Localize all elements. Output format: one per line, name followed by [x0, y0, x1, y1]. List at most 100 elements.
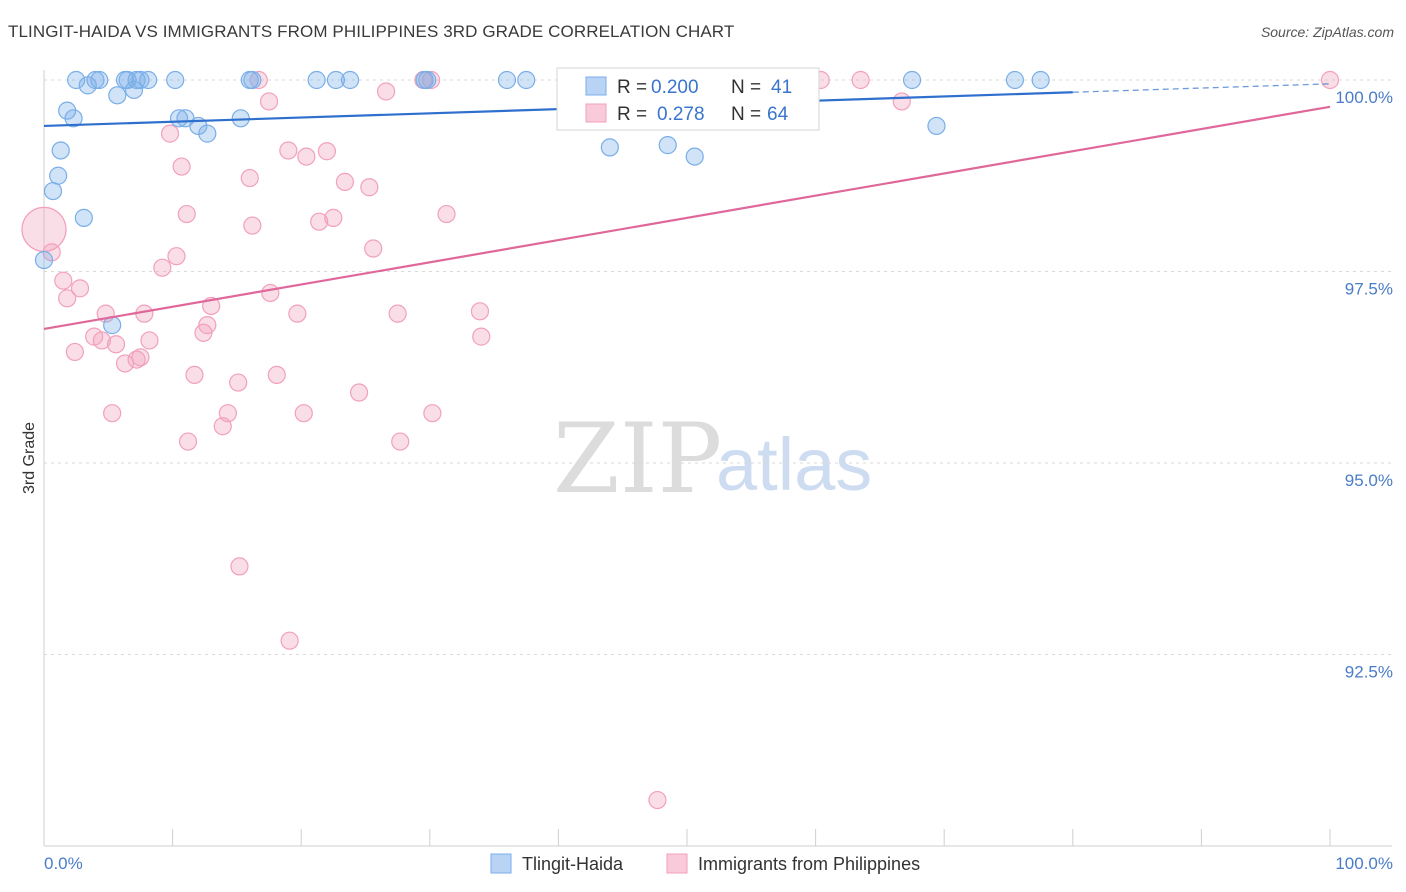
- philippines-point-58: [391, 432, 410, 451]
- philippines-point-49: [267, 365, 286, 385]
- watermark-zip: ZIP: [553, 403, 722, 515]
- y-tick-label-0: 100.0%: [1335, 88, 1393, 107]
- legend-r-label-philippines: R =: [617, 104, 647, 125]
- philippines-point-13: [172, 157, 191, 176]
- philippines-point-59: [230, 557, 249, 576]
- tlingit-point-37: [74, 208, 93, 227]
- philippines-point-42: [92, 331, 111, 350]
- philippines-point-40: [472, 327, 491, 346]
- tlingit-point-32: [600, 138, 619, 157]
- philippines-point-39: [194, 323, 213, 342]
- philippines-point-14: [240, 168, 259, 188]
- y-axis-title: 3rd Grade: [21, 422, 38, 494]
- tlingit-point-12: [326, 70, 346, 90]
- tlingit-point-34: [685, 147, 704, 166]
- philippines-point-11: [317, 142, 337, 161]
- philippines-point-27: [54, 271, 73, 290]
- bottom-legend-swatch-philippines: [666, 853, 688, 874]
- trend-line-tlingit-extension: [1072, 83, 1331, 93]
- philippines-point-6: [376, 82, 396, 101]
- tlingit-point-10: [243, 70, 262, 90]
- philippines-point-21: [243, 216, 262, 235]
- philippines-point-15: [335, 172, 355, 191]
- philippines-point-25: [167, 247, 186, 266]
- tlingit-point-19: [1031, 70, 1050, 90]
- tlingit-point-21: [108, 86, 127, 105]
- philippines-point-36: [388, 304, 407, 323]
- philippines-point-60: [280, 631, 299, 650]
- philippines-point-17: [177, 204, 196, 224]
- legend-r-value-philippines: 0.278: [657, 104, 705, 125]
- tlingit-point-6: [131, 70, 150, 90]
- tlingit-point-15: [497, 70, 517, 90]
- legend-n-value-philippines: 64: [767, 104, 789, 125]
- legend-n-label-tlingit: N =: [731, 77, 761, 98]
- legend-swatch-tlingit: [585, 76, 607, 96]
- series-tlingit-points: [34, 70, 1050, 335]
- philippines-point-29: [261, 283, 280, 303]
- tlingit-point-29: [198, 124, 217, 143]
- tlingit-point-22: [124, 80, 144, 100]
- bottom-legend-swatch-tlingit: [490, 853, 512, 874]
- legend-n-label-philippines: N =: [731, 104, 761, 125]
- tlingit-point-31: [51, 141, 70, 160]
- philippines-point-51: [349, 383, 369, 402]
- x-tick-label-right: 100.0%: [1335, 854, 1393, 873]
- tlingit-point-24: [64, 109, 83, 128]
- philippines-point-28: [70, 279, 90, 298]
- philippines-point-57: [178, 432, 198, 451]
- trend-line-philippines: [43, 105, 1331, 331]
- philippines-point-32: [470, 302, 490, 321]
- tlingit-point-0: [67, 70, 86, 90]
- tlingit-point-16: [517, 70, 536, 90]
- tlingit-point-7: [139, 70, 158, 90]
- philippines-point-35: [288, 304, 307, 323]
- tlingit-point-20: [78, 76, 97, 95]
- tlingit-point-18: [1005, 70, 1025, 90]
- philippines-point-52: [103, 404, 122, 423]
- axes: [43, 70, 1392, 847]
- tlingit-point-13: [340, 70, 360, 90]
- x-ticks: [43, 829, 1331, 846]
- tlingit-point-11: [307, 70, 326, 90]
- philippines-point-50: [229, 373, 248, 392]
- bottom-legend-label-tlingit: Tlingit-Haida: [522, 854, 624, 874]
- legend-r-label-tlingit: R =: [617, 77, 647, 98]
- x-tick-label-left: 0.0%: [44, 854, 83, 873]
- philippines-point-8: [892, 92, 911, 111]
- source-credit: Source: ZipAtlas.com: [1260, 24, 1394, 40]
- tlingit-point-30: [927, 116, 946, 136]
- philippines-point-22: [21, 206, 67, 252]
- tlingit-point-36: [43, 181, 63, 201]
- philippines-point-30: [58, 289, 77, 308]
- y-tick-label-1: 97.5%: [1345, 280, 1393, 299]
- series-legend: Tlingit-Haida Immigrants from Philippine…: [490, 853, 920, 874]
- philippines-point-19: [324, 208, 343, 227]
- legend-swatch-philippines: [585, 103, 607, 123]
- philippines-point-7: [259, 92, 279, 111]
- philippines-point-23: [364, 239, 383, 258]
- philippines-point-24: [42, 243, 61, 262]
- tlingit-point-8: [166, 70, 185, 90]
- philippines-point-61: [648, 790, 667, 810]
- tlingit-point-35: [49, 166, 68, 185]
- watermark-atlas: atlas: [716, 423, 872, 506]
- chart-title: TLINGIT-HAIDA VS IMMIGRANTS FROM PHILIPP…: [8, 22, 735, 41]
- philippines-point-4: [851, 70, 870, 90]
- philippines-point-10: [279, 141, 298, 160]
- philippines-point-46: [115, 354, 135, 373]
- philippines-point-26: [153, 258, 172, 277]
- philippines-point-12: [297, 147, 316, 166]
- tlingit-point-40: [418, 70, 437, 90]
- bottom-legend-label-philippines: Immigrants from Philippines: [698, 854, 920, 874]
- legend-r-value-tlingit: 0.200: [651, 77, 699, 98]
- y-tick-label-3: 92.5%: [1345, 663, 1393, 682]
- philippines-point-16: [360, 178, 379, 197]
- tlingit-point-33: [658, 136, 677, 155]
- legend-n-value-tlingit: 41: [771, 77, 792, 98]
- philippines-point-56: [213, 417, 232, 436]
- philippines-point-20: [310, 212, 329, 231]
- philippines-point-41: [140, 331, 159, 350]
- philippines-point-55: [423, 404, 442, 423]
